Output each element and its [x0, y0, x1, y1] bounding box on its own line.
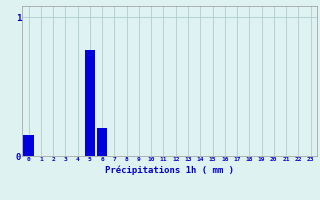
Bar	[97, 128, 107, 156]
Bar	[23, 135, 34, 156]
X-axis label: Précipitations 1h ( mm ): Précipitations 1h ( mm )	[105, 165, 234, 175]
Bar	[85, 50, 95, 156]
